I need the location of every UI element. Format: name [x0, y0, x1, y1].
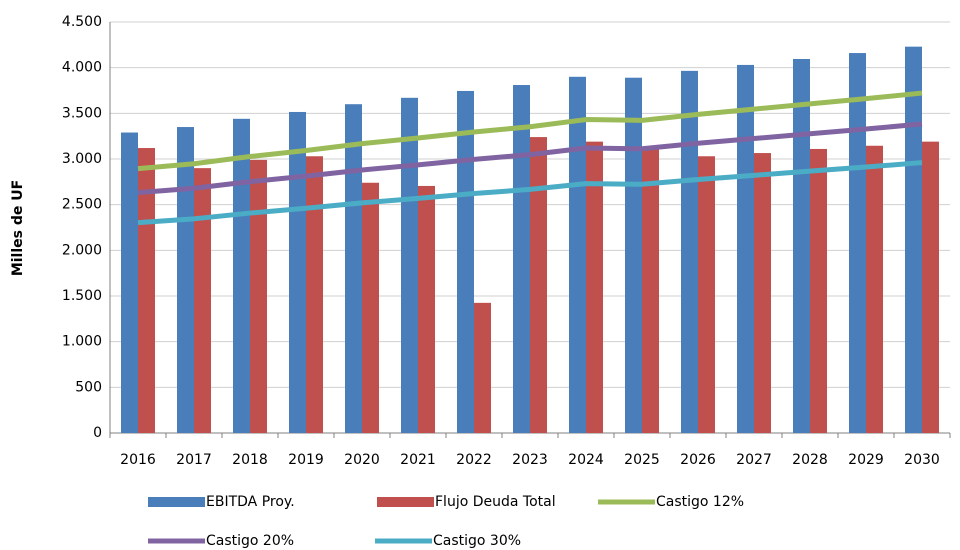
bar: [810, 148, 827, 433]
bar: [121, 132, 138, 433]
bar: [922, 141, 939, 433]
bar: [625, 77, 642, 434]
bar: [754, 153, 771, 433]
bar: [681, 70, 698, 433]
x-tick-label: 2030: [904, 452, 940, 468]
bar: [401, 97, 418, 433]
x-tick-label: 2022: [456, 452, 492, 468]
bar: [362, 182, 379, 433]
bar: [569, 76, 586, 434]
x-tick-label: 2024: [568, 452, 604, 468]
legend-label: Castigo 20%: [206, 533, 294, 549]
bar: [793, 58, 810, 434]
line: [137, 121, 923, 196]
legend-label: EBITDA Proy.: [206, 494, 295, 510]
bar: [250, 159, 267, 433]
x-tick-label: 2018: [232, 452, 268, 468]
y-tick-label: 0: [93, 425, 102, 441]
y-tick-label: 3.500: [62, 105, 102, 121]
x-tick-label: 2020: [344, 452, 380, 468]
legend-label: Castigo 12%: [656, 494, 744, 510]
bar: [737, 64, 754, 433]
x-tick-label: 2025: [624, 452, 660, 468]
bar: [513, 85, 530, 434]
y-axis-label: Milles de UF: [10, 180, 26, 276]
y-tick-label: 4.000: [62, 60, 102, 76]
bar: [457, 90, 474, 433]
y-tick-label: 3.000: [62, 151, 102, 167]
bar: [586, 141, 603, 433]
x-tick-label: 2027: [736, 452, 772, 468]
bar: [849, 53, 866, 433]
y-tick-label: 2.000: [62, 242, 102, 258]
legend-swatch: [148, 497, 205, 507]
bar: [177, 127, 194, 434]
bar: [530, 137, 547, 433]
x-tick-label: 2019: [288, 452, 324, 468]
legend-label: Castigo 30%: [433, 533, 521, 549]
bar: [306, 156, 323, 433]
x-tick-label: 2016: [120, 452, 156, 468]
bar: [233, 118, 250, 434]
bar: [418, 185, 435, 433]
x-tick-label: 2021: [400, 452, 436, 468]
x-tick-label: 2017: [176, 452, 212, 468]
y-tick-label: 1.500: [62, 288, 102, 304]
bar: [698, 156, 715, 433]
bar: [905, 46, 922, 433]
bar: [866, 145, 883, 434]
legend-label: Flujo Deuda Total: [435, 494, 556, 510]
y-tick-label: 500: [75, 379, 102, 395]
line: [137, 160, 923, 226]
bar: [194, 168, 211, 433]
line: [137, 90, 923, 172]
bar: [138, 148, 155, 434]
bar: [474, 302, 491, 433]
x-tick-label: 2028: [792, 452, 828, 468]
y-tick-label: 2.500: [62, 197, 102, 213]
bar: [642, 148, 659, 433]
y-tick-label: 4.500: [62, 14, 102, 30]
y-tick-label: 1.000: [62, 334, 102, 350]
legend-swatch: [377, 497, 434, 507]
x-tick-label: 2026: [680, 452, 716, 468]
bar: [289, 111, 306, 434]
x-tick-label: 2029: [848, 452, 884, 468]
bar: [345, 104, 362, 433]
x-tick-label: 2023: [512, 452, 548, 468]
